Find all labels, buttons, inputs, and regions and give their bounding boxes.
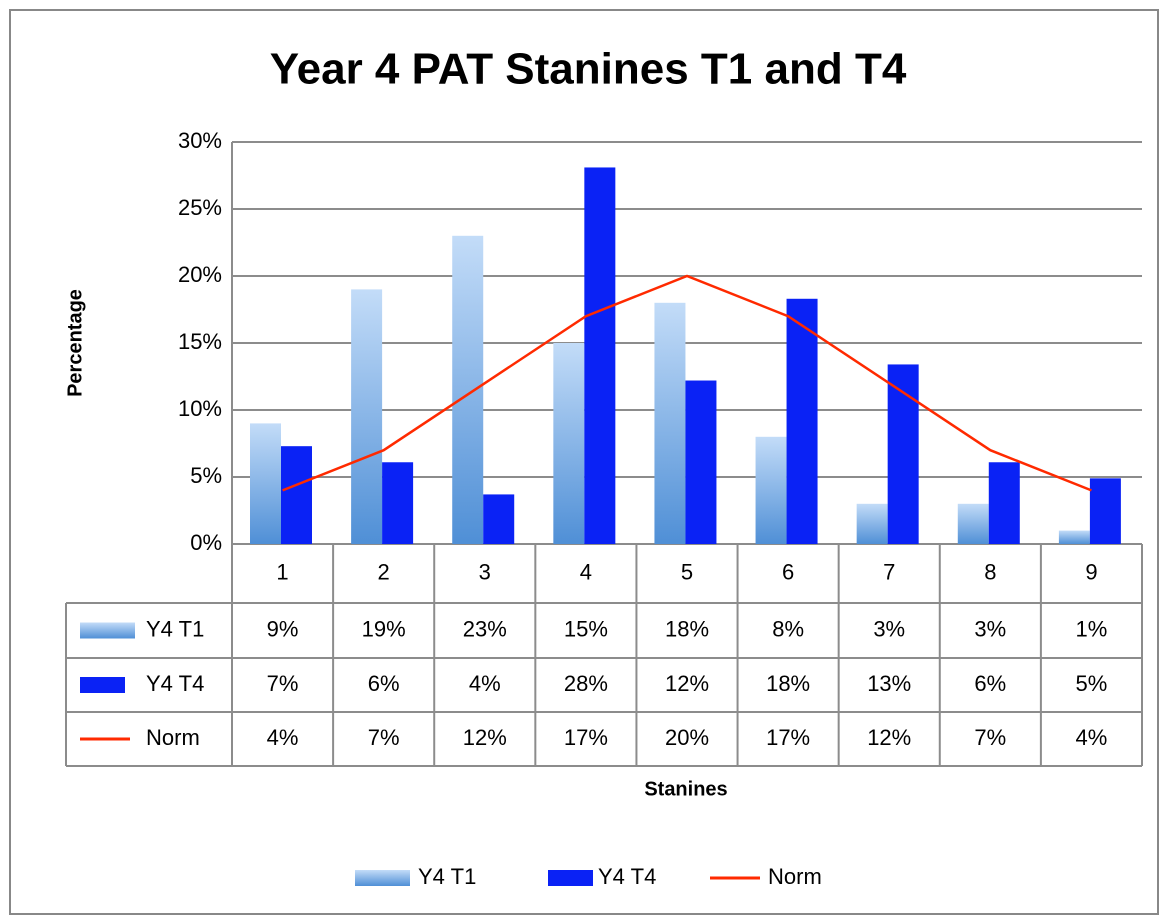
data-label: 28% bbox=[564, 671, 608, 696]
data-label: 19% bbox=[362, 616, 406, 641]
x-tick-label: 4 bbox=[580, 559, 592, 584]
data-label: 6% bbox=[368, 671, 400, 696]
bar bbox=[755, 436, 787, 544]
chart-title: Year 4 PAT Stanines T1 and T4 bbox=[270, 45, 907, 94]
data-label: 7% bbox=[267, 671, 299, 696]
table-legend-key bbox=[80, 622, 135, 639]
data-label: 15% bbox=[564, 616, 608, 641]
data-label: 5% bbox=[1076, 671, 1108, 696]
bar bbox=[1058, 530, 1090, 544]
table-series-name: Y4 T4 bbox=[146, 671, 204, 696]
y-tick-label: 0% bbox=[190, 530, 222, 555]
data-label: 3% bbox=[873, 616, 905, 641]
bar bbox=[452, 235, 484, 545]
bar bbox=[281, 446, 312, 544]
data-label: 9% bbox=[267, 616, 299, 641]
bar bbox=[553, 343, 585, 544]
data-label: 6% bbox=[974, 671, 1006, 696]
x-axis-label: Stanines bbox=[644, 778, 727, 800]
bar bbox=[786, 298, 818, 544]
x-tick-label: 6 bbox=[782, 559, 794, 584]
data-label: 4% bbox=[469, 671, 501, 696]
data-label: 4% bbox=[267, 725, 299, 750]
x-tick-label: 2 bbox=[378, 559, 390, 584]
data-label: 17% bbox=[564, 725, 608, 750]
table-series-name: Y4 T1 bbox=[146, 616, 204, 641]
data-label: 18% bbox=[766, 671, 810, 696]
legend-label: Norm bbox=[768, 864, 822, 889]
data-label: 1% bbox=[1076, 616, 1108, 641]
table-legend-key bbox=[80, 677, 125, 693]
data-label: 7% bbox=[368, 725, 400, 750]
data-label: 8% bbox=[772, 616, 804, 641]
data-label: 18% bbox=[665, 616, 709, 641]
data-label: 7% bbox=[974, 725, 1006, 750]
x-tick-label: 8 bbox=[984, 559, 996, 584]
data-label: 20% bbox=[665, 725, 709, 750]
bar bbox=[856, 503, 888, 544]
bar bbox=[351, 289, 383, 544]
y-tick-label: 5% bbox=[190, 463, 222, 488]
bar bbox=[1089, 478, 1121, 544]
bar bbox=[382, 462, 414, 544]
data-label: 12% bbox=[665, 671, 709, 696]
bar bbox=[957, 503, 989, 544]
bar bbox=[483, 494, 515, 544]
legend-key bbox=[548, 870, 593, 886]
y-axis-label: Percentage bbox=[64, 289, 86, 397]
bar bbox=[685, 380, 717, 544]
y-tick-label: 30% bbox=[178, 128, 222, 153]
bar bbox=[654, 302, 686, 544]
data-label: 23% bbox=[463, 616, 507, 641]
data-label: 12% bbox=[463, 725, 507, 750]
y-tick-label: 25% bbox=[178, 195, 222, 220]
legend-key bbox=[355, 870, 410, 886]
data-label: 12% bbox=[867, 725, 911, 750]
legend-label: Y4 T4 bbox=[598, 864, 656, 889]
data-label: 17% bbox=[766, 725, 810, 750]
x-tick-label: 1 bbox=[276, 559, 288, 584]
x-tick-label: 3 bbox=[479, 559, 491, 584]
data-label: 4% bbox=[1076, 725, 1108, 750]
x-tick-label: 5 bbox=[681, 559, 693, 584]
data-label: 13% bbox=[867, 671, 911, 696]
y-tick-label: 10% bbox=[178, 396, 222, 421]
bar bbox=[250, 423, 281, 544]
y-tick-label: 20% bbox=[178, 262, 222, 287]
x-tick-label: 9 bbox=[1085, 559, 1097, 584]
table-series-name: Norm bbox=[146, 725, 200, 750]
data-label: 3% bbox=[974, 616, 1006, 641]
legend-label: Y4 T1 bbox=[418, 864, 476, 889]
bar bbox=[584, 167, 616, 544]
bar bbox=[988, 462, 1020, 544]
line bbox=[282, 274, 1092, 492]
bar bbox=[887, 364, 919, 544]
x-tick-label: 7 bbox=[883, 559, 895, 584]
y-tick-label: 15% bbox=[178, 329, 222, 354]
